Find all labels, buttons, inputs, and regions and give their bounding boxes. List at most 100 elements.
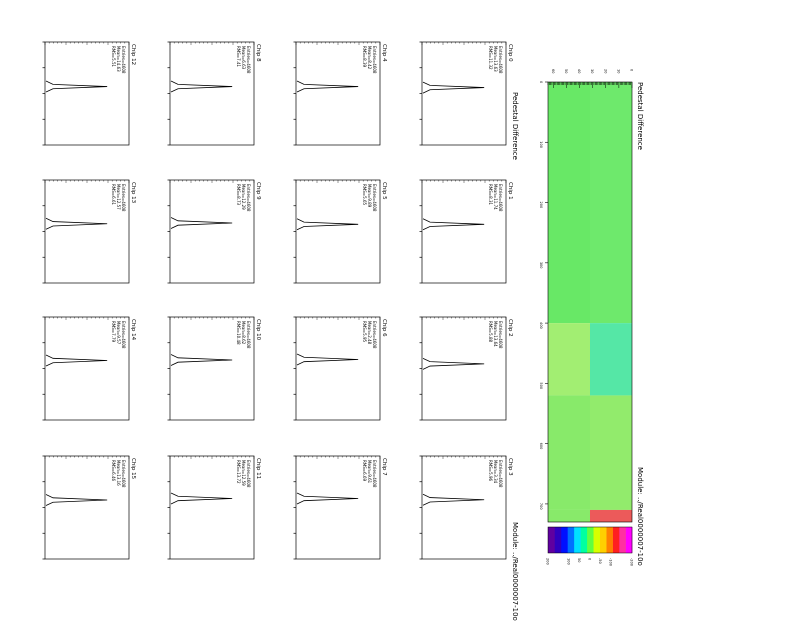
histogram-rms: RMS=8.31 [488, 184, 493, 205]
histogram-peak-curve [296, 353, 359, 366]
histogram-mean: Mean=3.34 [493, 460, 498, 484]
histogram-chip-label: Chip 5 [381, 182, 387, 200]
histograms-title: Pedestal Difference [511, 92, 519, 160]
histogram-entries: Entries=4608 [372, 321, 377, 349]
histogram-frame [421, 179, 507, 284]
histogram-peak-curve [422, 358, 485, 370]
colorbar-segment [567, 527, 575, 553]
colorbar-segment [593, 527, 600, 553]
heatmap-band-right [590, 323, 632, 396]
colorbar-segment [573, 527, 581, 553]
heatmap-module-label: Module: ../Real0000007-10o [636, 467, 644, 566]
histogram-chip-label: Chip 11 [255, 458, 261, 479]
histogram-frame [295, 179, 381, 284]
histogram-rms: RMS=11.32 [488, 46, 493, 70]
colorbar-segment [619, 527, 626, 553]
heatmap-col-tick-label: 40 [577, 69, 581, 73]
histogram-peak-curve [422, 218, 485, 231]
heatmap-band-left [548, 395, 590, 510]
histogram-peak-curve [170, 80, 233, 93]
colorbar-frame [547, 526, 633, 554]
histogram-entries: Entries=4608 [498, 46, 503, 74]
histogram-mean: Mean=11.74 [493, 184, 498, 210]
heatmap-row-tick-label: 500 [539, 382, 543, 389]
histogram-entries: Entries=4608 [498, 321, 503, 349]
histogram-frame [295, 316, 381, 421]
colorbar-segment [580, 527, 588, 553]
heatmap-layer: 01020304050600100200300400500600700-200-… [539, 69, 634, 566]
heatmap-col-tick-label: 0 [630, 69, 634, 71]
heatmap-row-tick-label: 700 [539, 503, 543, 510]
histogram-mean: Mean=12.59 [241, 460, 246, 486]
histogram-mean: Mean=2.48 [367, 321, 372, 345]
colorbar-tick-label: 200 [546, 558, 550, 565]
heatmap-band-left [548, 323, 590, 396]
histogram-frame [295, 41, 381, 146]
colorbar-tick-label: -200 [630, 558, 634, 566]
histogram-chip-label: Chip 12 [130, 44, 136, 65]
histogram-rms: RMS=10.48 [236, 321, 241, 345]
colorbar-segment [586, 527, 594, 553]
heatmap-band-right [590, 395, 632, 510]
histogram-entries: Entries=4608 [121, 460, 126, 488]
histogram-entries: Entries=4608 [372, 460, 377, 488]
histogram-chip-label: Chip 7 [381, 458, 387, 476]
histogram-rms: RMS=5.88 [488, 321, 493, 342]
histogram-peak-curve [170, 492, 233, 505]
colorbar-tick-label: -50 [598, 558, 602, 564]
histogram-rms: RMS=5.95 [362, 321, 367, 342]
histogram-peak-curve [45, 80, 108, 93]
histogram-frame [295, 455, 381, 560]
colorbar-segment [612, 527, 620, 553]
histogram-chip-label: Chip 15 [130, 458, 136, 480]
histogram-entries: Entries=4608 [121, 321, 126, 349]
colorbar-segment [560, 527, 568, 553]
heatmap-band-right [590, 509, 632, 522]
heatmap-col-tick-label: 30 [590, 69, 594, 73]
colorbar-segment [599, 527, 607, 553]
heatmap-band-left [548, 82, 590, 324]
histogram-frame [421, 41, 507, 146]
histogram-peak-curve [45, 217, 108, 230]
histogram-peak-curve [45, 354, 108, 367]
histogram-mean: Mean=13.16 [116, 460, 121, 486]
histogram-frame [44, 41, 130, 146]
histogram-rms: RMS=7.41 [236, 46, 241, 67]
colorbar-segment [548, 527, 555, 553]
histogram-rms: RMS=6.46 [111, 460, 116, 481]
histogram-mean: Mean=8.42 [367, 46, 372, 70]
histogram-entries: Entries=4608 [246, 460, 251, 488]
heatmap-row-tick-label: 100 [539, 141, 543, 148]
histogram-mean: Mean=6.63 [241, 46, 246, 70]
histogram-entries: Entries=4608 [498, 460, 503, 488]
histogram-entries: Entries=4608 [246, 46, 251, 74]
colorbar-segment [606, 527, 613, 553]
histogram-chip-label: Chip 1 [507, 182, 513, 200]
histogram-entries: Entries=4608 [372, 184, 377, 212]
histogram-chip-label: Chip 8 [255, 44, 261, 62]
heatmap-row-tick-label: 400 [539, 322, 543, 329]
histogram-mean: Mean=12.29 [241, 184, 246, 210]
histogram-rms: RMS=6.69 [362, 460, 367, 481]
histogram-entries: Entries=4608 [372, 46, 377, 74]
heatmap-row-tick-label: 0 [539, 81, 543, 83]
histogram-mean: Mean=14.63 [116, 46, 121, 72]
histogram-rms: RMS=5.65 [362, 184, 367, 205]
heatmap-col-tick-label: 10 [616, 69, 620, 73]
heatmap-band-left [548, 509, 590, 522]
